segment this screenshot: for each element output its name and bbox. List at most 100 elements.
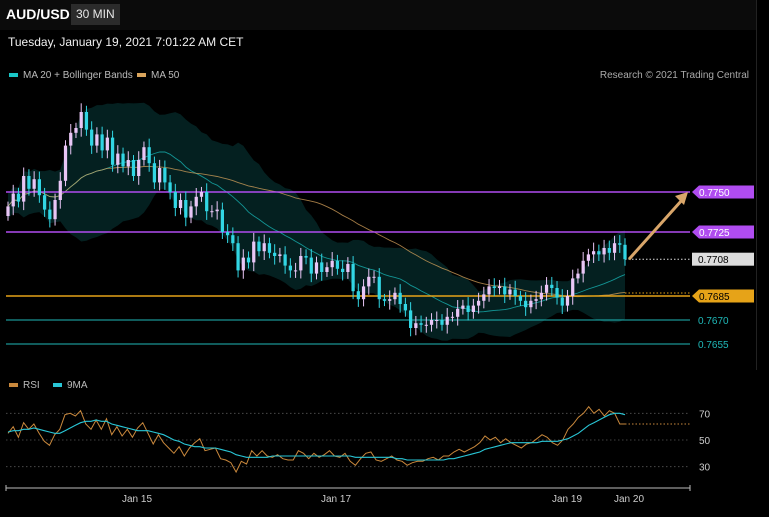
candle	[37, 179, 41, 196]
candle	[461, 305, 465, 309]
candle	[602, 248, 606, 255]
candle	[320, 262, 324, 272]
candle	[408, 310, 413, 328]
candle	[435, 320, 439, 321]
candle	[241, 257, 245, 271]
candle	[367, 276, 371, 287]
candle	[16, 193, 21, 202]
frame-right-border	[756, 0, 757, 370]
legend-rsi: RSI	[9, 380, 40, 391]
target-arrow	[627, 198, 684, 261]
candle	[74, 128, 78, 133]
rsi-ma-line	[7, 412, 626, 461]
resistance-tag-0	[692, 185, 754, 199]
candle	[419, 323, 423, 325]
x-tick-label-3: Jan 20	[614, 494, 644, 505]
candle	[581, 260, 585, 274]
datetime-label: Tuesday, January 19, 2021 7:01:22 AM CET	[8, 35, 244, 49]
candle	[173, 192, 177, 208]
candle	[63, 145, 68, 181]
candle	[215, 209, 219, 212]
candle	[388, 299, 392, 301]
candle	[456, 308, 460, 317]
bollinger-band	[8, 102, 625, 341]
candle	[273, 252, 277, 256]
candle	[184, 200, 188, 218]
support-label-3: 0.7685	[699, 292, 730, 303]
candle	[330, 260, 334, 268]
resistance-label-1: 0.7725	[699, 228, 730, 239]
candle	[377, 276, 381, 300]
candle	[246, 257, 251, 263]
candle	[618, 243, 622, 245]
candle	[466, 305, 470, 312]
resistance-tag-1	[692, 225, 754, 239]
research-credit: Research © 2021 Trading Central	[599, 70, 749, 81]
header-bar	[0, 0, 757, 30]
candle	[121, 153, 125, 167]
candle	[544, 284, 549, 293]
candle	[513, 289, 517, 296]
candle	[424, 324, 428, 326]
candle	[471, 305, 475, 312]
candle	[351, 264, 355, 292]
candle	[225, 232, 230, 236]
x-tick-label-1: Jan 17	[321, 494, 351, 505]
candle	[178, 200, 183, 208]
x-tick-label-2: Jan 19	[552, 494, 582, 505]
candle	[22, 176, 26, 202]
candle	[27, 176, 31, 189]
x-tick-label-0: Jan 15	[122, 494, 152, 505]
candle	[194, 196, 198, 207]
timeframe-button[interactable]: 30 MIN	[71, 4, 120, 25]
target-arrow-head	[675, 192, 688, 205]
candle	[429, 320, 434, 325]
candle	[503, 286, 507, 295]
candle	[550, 284, 554, 288]
legend-rsi-ma: 9MA	[53, 380, 88, 391]
candle	[539, 292, 543, 300]
candle	[210, 211, 214, 213]
minor-support-label-5: 0.7655	[698, 340, 729, 351]
candle	[586, 254, 591, 261]
candle	[283, 254, 287, 266]
candle	[612, 243, 617, 253]
candle	[262, 243, 266, 252]
candle	[440, 320, 444, 325]
candle	[131, 160, 136, 176]
candle	[372, 276, 376, 278]
candle	[508, 289, 512, 295]
candle	[597, 251, 601, 255]
candle	[592, 251, 596, 255]
candle	[623, 244, 627, 260]
candle	[314, 262, 319, 274]
candle	[341, 268, 345, 272]
candle	[95, 134, 99, 146]
candle	[100, 134, 104, 151]
current-price-label: 0.7708	[698, 255, 729, 266]
legend-ma50-label: MA 50	[151, 70, 180, 81]
candle	[450, 316, 455, 318]
candle	[529, 300, 533, 308]
candle	[524, 300, 528, 308]
candle	[231, 235, 235, 244]
candle	[346, 264, 350, 272]
legend-rsi-ma-label: 9MA	[67, 380, 88, 391]
candle	[137, 160, 141, 176]
legend-ma50: MA 50	[137, 70, 179, 81]
candle	[11, 193, 15, 207]
candle	[518, 296, 523, 301]
candle	[142, 147, 146, 160]
candle	[565, 296, 570, 306]
candle	[58, 180, 62, 200]
candle	[534, 299, 538, 301]
candle	[309, 257, 313, 274]
candle	[48, 209, 52, 220]
candle	[199, 192, 204, 197]
candle	[79, 112, 83, 128]
rsi-line	[7, 405, 625, 474]
candle	[220, 209, 225, 232]
candle	[69, 132, 73, 146]
legend-rsi-ma-swatch	[53, 383, 62, 388]
